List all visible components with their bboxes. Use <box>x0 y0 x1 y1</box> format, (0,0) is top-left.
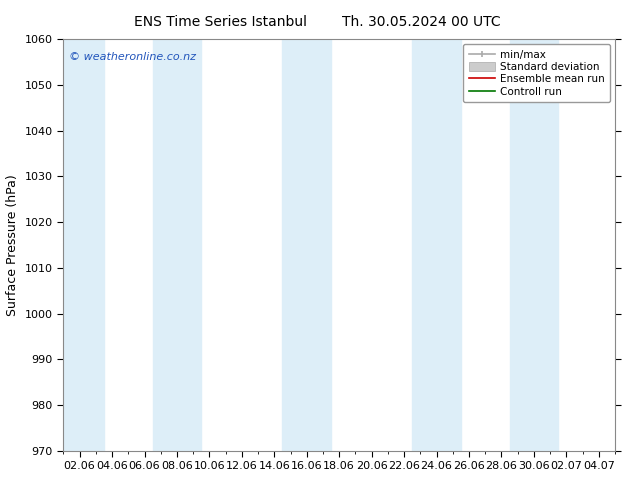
Bar <box>153 39 202 451</box>
Y-axis label: Surface Pressure (hPa): Surface Pressure (hPa) <box>6 174 19 316</box>
Bar <box>412 39 461 451</box>
Text: © weatheronline.co.nz: © weatheronline.co.nz <box>69 51 196 62</box>
Legend: min/max, Standard deviation, Ensemble mean run, Controll run: min/max, Standard deviation, Ensemble me… <box>463 45 610 102</box>
Text: ENS Time Series Istanbul        Th. 30.05.2024 00 UTC: ENS Time Series Istanbul Th. 30.05.2024 … <box>134 15 500 29</box>
Bar <box>510 39 558 451</box>
Bar <box>55 39 104 451</box>
Bar <box>282 39 331 451</box>
